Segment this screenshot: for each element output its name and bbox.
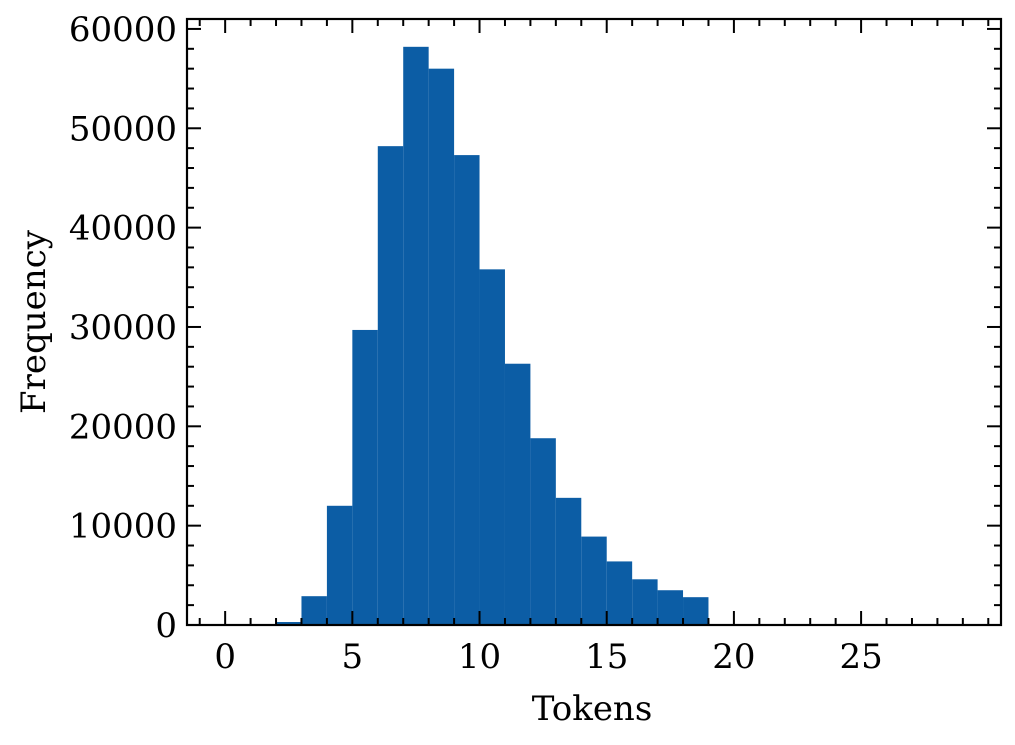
histogram-bar: [581, 536, 607, 625]
histogram-bar: [454, 155, 480, 626]
y-tick-label: 40000: [69, 209, 177, 249]
y-tick-label: 0: [155, 606, 177, 646]
x-tick-label: 5: [342, 637, 364, 677]
y-tick-label: 60000: [69, 10, 177, 50]
y-tick-label: 30000: [69, 308, 177, 348]
ticks-group: [187, 19, 1001, 626]
histogram-bar: [403, 46, 429, 625]
bars-group: [276, 46, 709, 626]
histogram-bar: [683, 597, 709, 625]
x-tick-label: 10: [458, 637, 501, 677]
histogram-bar: [606, 561, 633, 625]
x-tick-label: 25: [839, 637, 882, 677]
x-axis-label: Tokens: [532, 689, 653, 729]
histogram-bar: [479, 269, 505, 625]
histogram-bar: [657, 590, 684, 625]
tick-labels-group: 0 5 10 15 20 25 0 10000 20000 30000 40000 50000 6000…: [69, 10, 883, 677]
y-tick-label: 20000: [69, 407, 177, 447]
histogram-bar: [276, 622, 302, 625]
x-tick-label: 0: [214, 637, 236, 677]
histogram-bar: [530, 438, 556, 625]
y-tick-label: 50000: [69, 109, 177, 149]
histogram-bar: [377, 146, 404, 626]
histogram-bar: [352, 329, 378, 625]
histogram-bar: [555, 497, 582, 625]
y-tick-label: 10000: [69, 507, 177, 547]
x-tick-label: 20: [712, 637, 755, 677]
histogram-bar: [326, 505, 353, 625]
histogram-bar: [504, 363, 531, 625]
plot-frame: [185, 17, 1003, 627]
histogram-bar: [301, 596, 327, 625]
histogram-bar: [632, 579, 658, 625]
y-axis-label: Frequency: [14, 229, 54, 414]
histogram-bar: [428, 68, 455, 626]
x-tick-label: 15: [585, 637, 628, 677]
